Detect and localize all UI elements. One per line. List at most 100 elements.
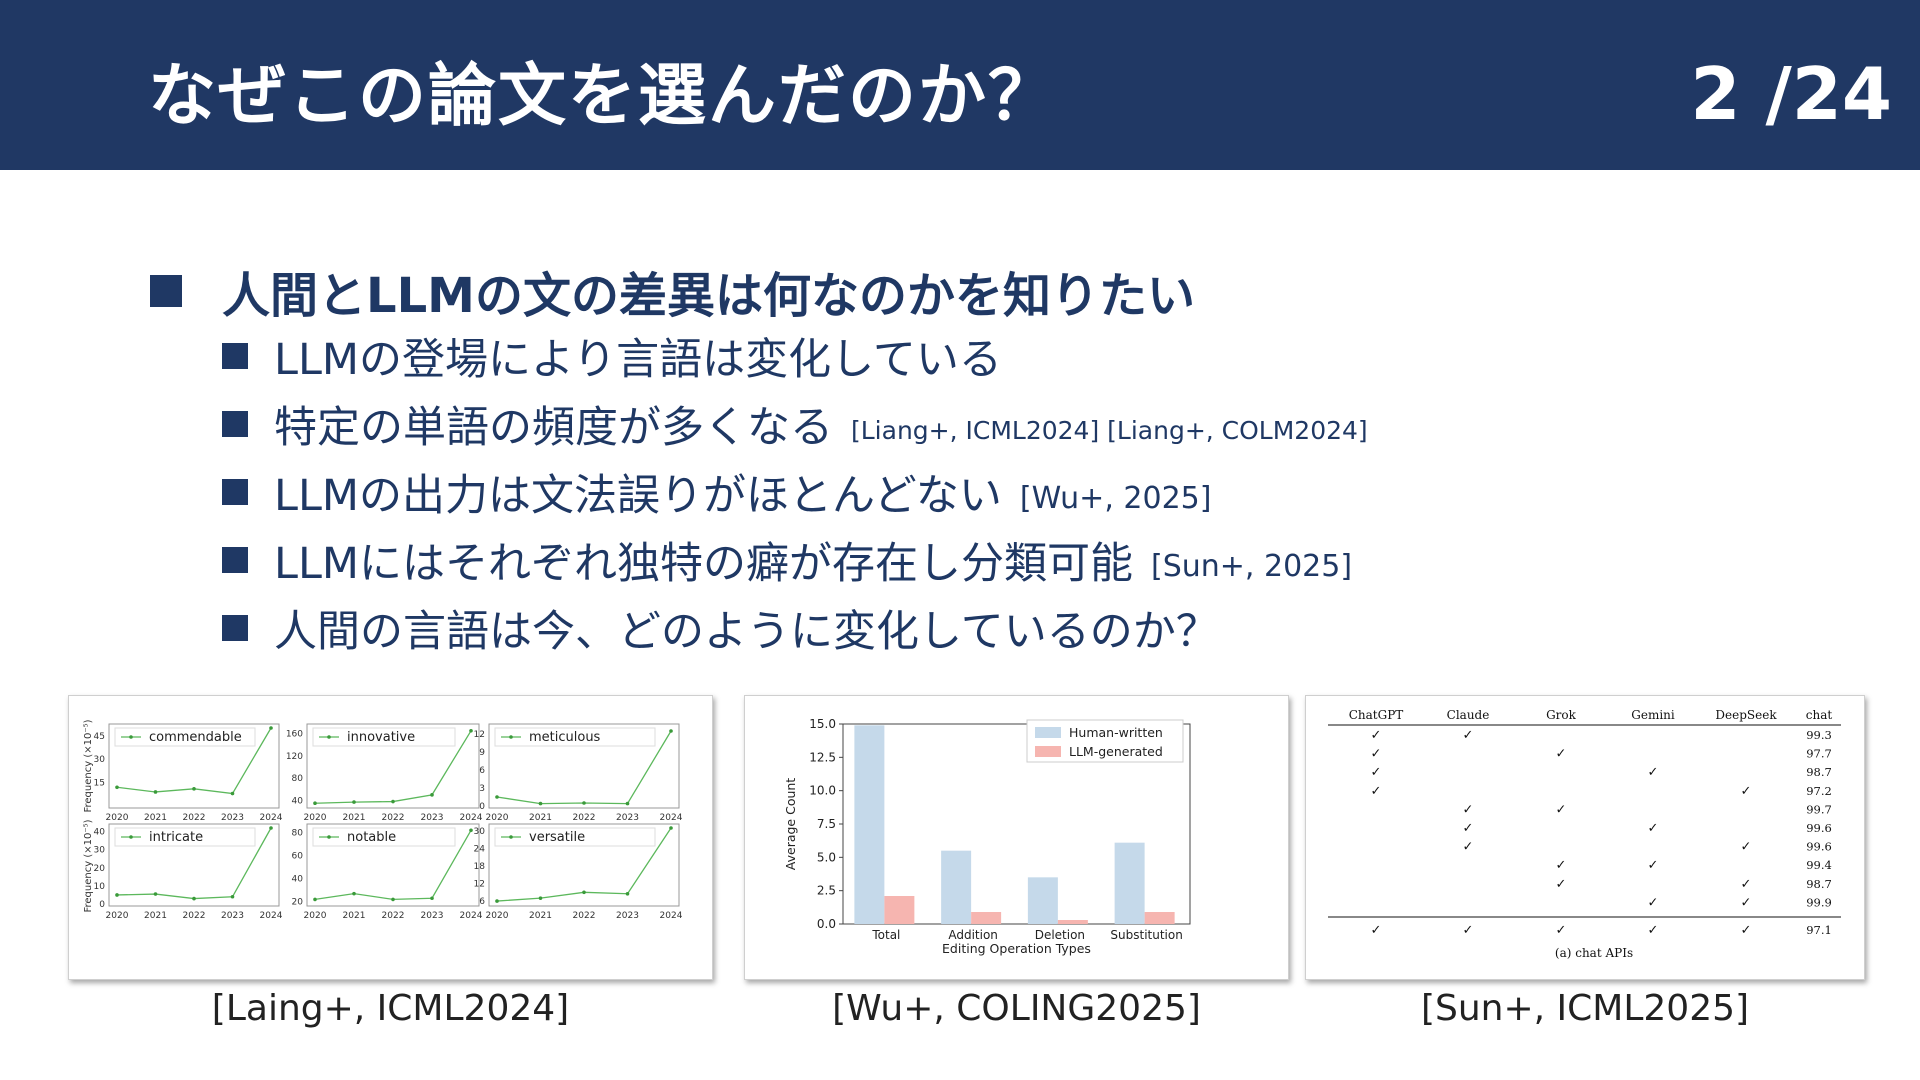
data-point	[391, 897, 395, 902]
x-tick-label: 2023	[221, 813, 244, 823]
legend-label: innovative	[347, 730, 415, 745]
figure-caption-3: [Sun+, ICML2025]	[1420, 988, 1750, 1029]
bullet-square-icon	[150, 275, 182, 307]
x-tick-label: 2022	[382, 911, 405, 921]
word-frequency-figure: 15 30 45 2020 2021 2022 2023 2024 commendable 40 8…	[68, 695, 713, 980]
panel-meticulous: 0 3 6 9 12 2020 2021 2022 2023 2024 meticulous	[474, 723, 683, 823]
legend-box	[312, 727, 456, 747]
bar-human-written	[941, 850, 972, 924]
x-tick-label: 2021	[144, 911, 167, 921]
legend-marker	[129, 735, 133, 739]
y-tick-label: 24	[474, 844, 486, 854]
bullet-square-icon	[222, 547, 248, 573]
panel-intricate: 0 10 20 30 40 2020 2021 2022 2023 2024 intricate	[94, 823, 283, 921]
check-mark: ✓	[1556, 858, 1567, 873]
x-axis-label: Editing Operation Types	[942, 941, 1091, 956]
sub-bullet: 人間の言語は今、どのように変化しているのか？	[222, 594, 1850, 662]
x-tick-label: 2023	[421, 911, 444, 921]
legend-label: notable	[347, 830, 396, 845]
sub-bullet-text: 特定の単語の頻度が多くなる	[274, 403, 833, 453]
data-point	[538, 801, 543, 806]
sub-bullet-text: LLMにはそれぞれ独特の癖が存在し分類可能	[274, 539, 1134, 589]
data-point	[430, 793, 434, 797]
legend-box	[494, 727, 656, 747]
x-tick-label: 2024	[660, 813, 683, 823]
data-point	[153, 790, 158, 794]
data-point	[313, 801, 317, 806]
legend-swatch	[1035, 727, 1061, 738]
y-tick-label: 15	[94, 779, 105, 789]
x-tick-label: 2023	[421, 813, 444, 823]
check-mark: ✓	[1648, 765, 1659, 780]
check-mark: ✓	[1556, 923, 1567, 938]
column-header: ChatGPT	[1349, 708, 1404, 722]
data-point	[192, 896, 196, 901]
x-tick-label: Addition	[948, 928, 998, 942]
x-tick-label: 2020	[486, 911, 509, 921]
bar-llm-generated	[1057, 920, 1088, 924]
y-tick-label: 0.0	[817, 917, 836, 931]
legend-marker	[327, 835, 331, 839]
y-tick-label: 2.5	[817, 884, 836, 898]
table-caption: (a) chat APIs	[1555, 946, 1633, 960]
score-cell: 98.7	[1806, 765, 1832, 779]
figure-caption-2: [Wu+, COLING2025]	[832, 988, 1201, 1029]
score-cell: 99.6	[1806, 821, 1832, 835]
y-tick-label: 45	[94, 732, 105, 742]
y-tick-label: 30	[474, 827, 486, 837]
bullet-list: 人間とLLMの文の差異は何なのかを知りたい LLMの登場により言語は変化している…	[150, 260, 1850, 662]
score-cell: 97.7	[1806, 747, 1832, 761]
data-point	[495, 795, 499, 799]
check-mark: ✓	[1648, 923, 1659, 938]
x-tick-label: Substitution	[1110, 928, 1182, 942]
data-point	[115, 785, 119, 790]
y-tick-label: 10	[94, 882, 106, 892]
y-tick-label: 40	[292, 796, 304, 806]
data-point	[269, 826, 273, 830]
score-cell: 97.2	[1806, 784, 1832, 798]
x-tick-label: 2022	[573, 911, 596, 921]
main-bullet: 人間とLLMの文の差異は何なのかを知りたい	[150, 260, 1850, 324]
citation: [Sun+, 2025]	[1151, 548, 1353, 584]
legend-marker	[509, 735, 513, 739]
check-mark: ✓	[1556, 877, 1567, 892]
y-tick-label: 80	[292, 774, 304, 784]
check-mark: ✓	[1556, 747, 1567, 762]
x-tick-label: 2021	[144, 813, 167, 823]
data-point	[625, 891, 630, 896]
y-tick-label: 10.0	[809, 784, 836, 798]
sub-bullet-text: LLMの登場により言語は変化している	[274, 335, 1002, 385]
sub-bullet: 特定の単語の頻度が多くなる [Liang+, ICML2024] [Liang+…	[222, 390, 1850, 458]
x-tick-label: 2020	[304, 911, 327, 921]
data-point	[430, 896, 434, 901]
bar-llm-generated	[971, 912, 1002, 924]
x-tick-label: 2022	[573, 813, 596, 823]
check-mark: ✓	[1741, 895, 1752, 910]
x-tick-label: 2023	[616, 911, 639, 921]
x-tick-label: 2024	[260, 813, 283, 823]
score-cell: 99.3	[1806, 728, 1832, 742]
check-mark: ✓	[1556, 802, 1567, 817]
score-cell: 99.4	[1806, 858, 1832, 872]
score-cell: 97.1	[1806, 923, 1832, 937]
slide-header: なぜこの論文を選んだのか？ 2 /24	[0, 0, 1920, 170]
data-point	[269, 726, 273, 730]
panel-notable: 20 40 60 80 2020 2021 2022 2023 2024 notable	[292, 823, 483, 921]
legend-swatch	[1035, 746, 1061, 757]
y-tick-label: 6	[479, 897, 485, 907]
panel-commendable: 15 30 45 2020 2021 2022 2023 2024 commendable	[94, 723, 283, 823]
column-header: Gemini	[1631, 708, 1675, 722]
y-tick-label: 12.5	[809, 750, 836, 764]
column-header: Claude	[1447, 708, 1490, 722]
check-mark: ✓	[1648, 858, 1659, 873]
y-tick-label: 30	[94, 846, 106, 856]
x-tick-label: 2021	[343, 911, 366, 921]
y-tick-label: 0	[479, 802, 485, 812]
check-mark: ✓	[1463, 802, 1474, 817]
data-point	[669, 826, 673, 830]
data-point	[582, 890, 586, 895]
x-tick-label: 2020	[106, 911, 129, 921]
y-tick-label: 18	[474, 862, 486, 872]
editing-operations-chart: 0.0 2.5 5.0 7.5 10.0 12.5 15.0 Total Addition Del…	[783, 717, 1191, 956]
